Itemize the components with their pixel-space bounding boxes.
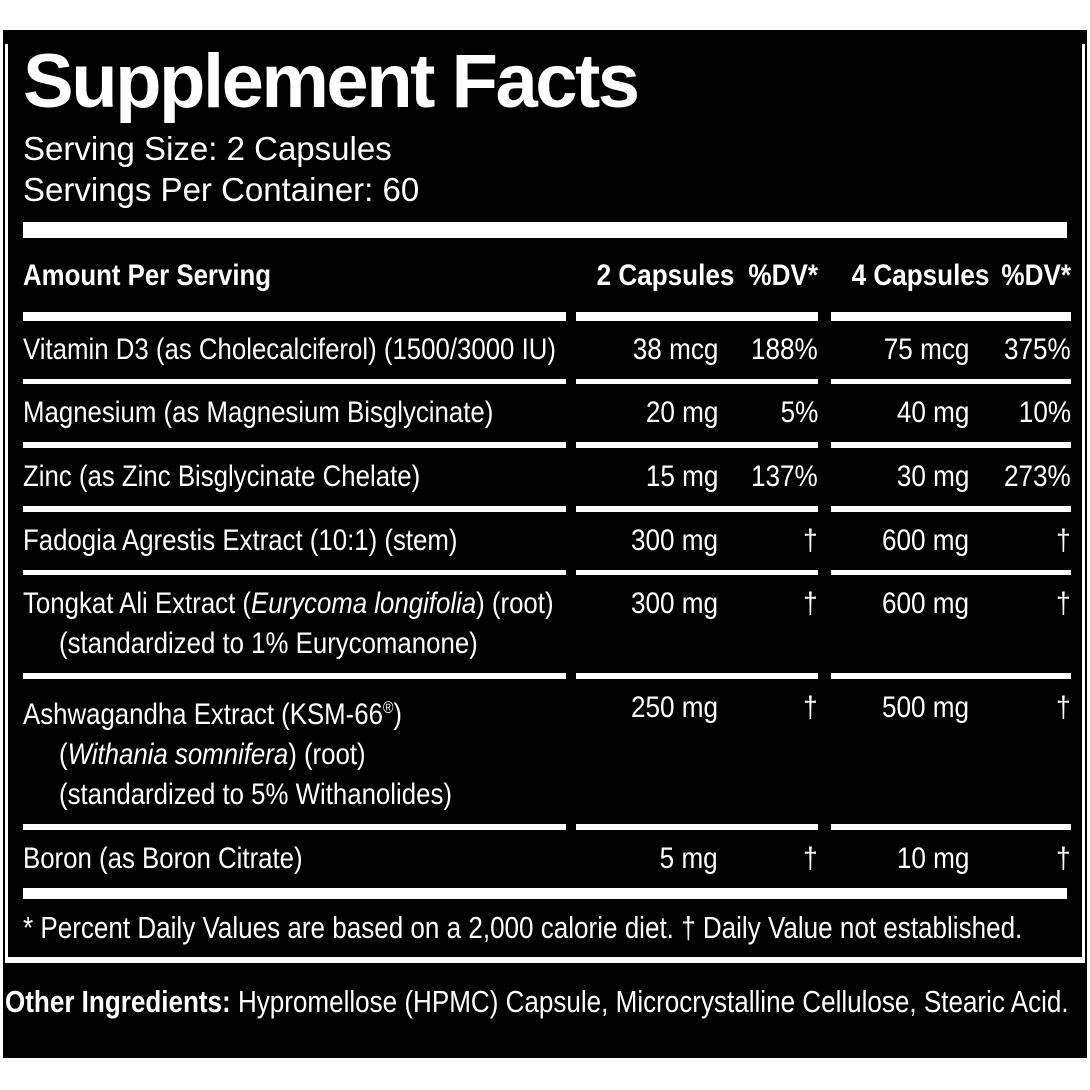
column-header-2-capsules: 2 Capsules [596,259,735,292]
column-header-4-capsules: 4 Capsules [851,259,990,292]
serving-info: Serving Size: 2 Capsules Servings Per Co… [23,128,1067,210]
amount-2-capsules: 300 mg [630,524,718,557]
amount-2-capsules: 250 mg [630,691,718,724]
percent-dv-4-capsules: 375% [1004,333,1071,366]
other-ingredients-text: Hypromellose (HPMC) Capsule, Microcrysta… [230,984,1069,1019]
amount-4-capsules: 75 mcg [883,333,969,366]
amount-4-capsules: 600 mg [881,524,969,557]
ingredient-row-tongkat-ali: Tongkat Ali Extract (Eurycoma longifolia… [23,575,1071,673]
ingredient-name: Magnesium (as Magnesium Bisglycinate) [23,396,494,429]
divider-footnote [23,888,1067,899]
ingredient-row-vitamin-d3: Vitamin D3 (as Cholecalciferol) (1500/30… [23,321,1071,379]
serving-size: Serving Size: 2 Capsules [23,130,392,167]
divider-header [23,312,1071,321]
column-header-dv-2: %DV* [1001,259,1071,292]
table-header-row: Amount Per Serving 2 Capsules %DV* 4 Cap… [23,238,1071,312]
percent-dv-2-capsules: 5% [780,396,818,429]
amount-4-capsules: 30 mg [896,460,969,493]
footnote: * Percent Daily Values are based on a 2,… [23,899,1067,957]
ingredient-name: Ashwagandha Extract (KSM-66®) (Withania … [23,688,566,815]
amount-2-capsules: 15 mg [645,460,718,493]
amount-4-capsules: 40 mg [896,396,969,429]
divider-thick [23,222,1067,238]
amount-4-capsules: 500 mg [881,691,969,724]
amount-4-capsules: 600 mg [881,587,969,620]
percent-dv-2-capsules: † [803,842,818,875]
supplement-label-panel: Supplement Facts Serving Size: 2 Capsule… [3,30,1087,1058]
page-title: Supplement Facts [23,39,640,124]
amount-2-capsules: 20 mg [645,396,718,429]
percent-dv-4-capsules: † [1056,587,1071,620]
column-header-amount-per-serving: Amount Per Serving [23,259,272,292]
percent-dv-4-capsules: 273% [1004,460,1071,493]
other-ingredients-label: Other Ingredients: [5,984,231,1019]
ingredient-name: Boron (as Boron Citrate) [23,842,303,875]
divider-row [23,824,1071,830]
divider-row [23,442,1071,448]
ingredient-sub-line: (standardized to 1% Eurycomanone) [59,627,478,660]
amount-2-capsules: 38 mcg [632,333,718,366]
percent-dv-2-capsules: 137% [751,460,818,493]
column-header-dv-1: %DV* [748,259,818,292]
percent-dv-2-capsules: † [803,524,818,557]
servings-per-container: Servings Per Container: 60 [23,171,420,208]
percent-dv-2-capsules: † [803,587,818,620]
percent-dv-4-capsules: † [1056,842,1071,875]
ingredient-name: Tongkat Ali Extract (Eurycoma longifolia… [23,584,566,664]
divider-row [23,379,1071,384]
ingredient-name: Zinc (as Zinc Bisglycinate Chelate) [23,460,421,493]
ingredient-name: Vitamin D3 (as Cholecalciferol) (1500/30… [23,333,556,366]
ingredient-row-magnesium: Magnesium (as Magnesium Bisglycinate) 20… [23,384,1071,442]
ingredient-row-ashwagandha: Ashwagandha Extract (KSM-66®) (Withania … [23,679,1071,824]
ingredient-row-fadogia: Fadogia Agrestis Extract (10:1) (stem) 3… [23,512,1071,570]
ingredient-sub-line: (standardized to 5% Withanolides) [59,778,452,811]
percent-dv-4-capsules: † [1056,691,1071,724]
percent-dv-2-capsules: 188% [751,333,818,366]
ingredient-row-boron: Boron (as Boron Citrate) 5 mg † 10 mg † [23,830,1071,888]
percent-dv-4-capsules: 10% [1018,396,1071,429]
amount-4-capsules: 10 mg [896,842,969,875]
amount-2-capsules: 300 mg [630,587,718,620]
divider-bottom [5,957,1085,963]
divider-row [23,673,1071,679]
ingredient-name: Fadogia Agrestis Extract (10:1) (stem) [23,524,458,557]
divider-row [23,570,1071,575]
percent-dv-2-capsules: † [803,691,818,724]
ingredient-row-zinc: Zinc (as Zinc Bisglycinate Chelate) 15 m… [23,448,1071,506]
amount-2-capsules: 5 mg [659,842,718,875]
percent-dv-4-capsules: † [1056,524,1071,557]
footnote-text: * Percent Daily Values are based on a 2,… [23,910,1023,945]
facts-box: Supplement Facts Serving Size: 2 Capsule… [5,44,1085,957]
other-ingredients: Other Ingredients: Hypromellose (HPMC) C… [3,963,1087,1022]
divider-row [23,506,1071,512]
ingredient-sub-line: (Withania somnifera) (root) [59,738,366,771]
registered-trademark-symbol: ® [382,699,394,717]
